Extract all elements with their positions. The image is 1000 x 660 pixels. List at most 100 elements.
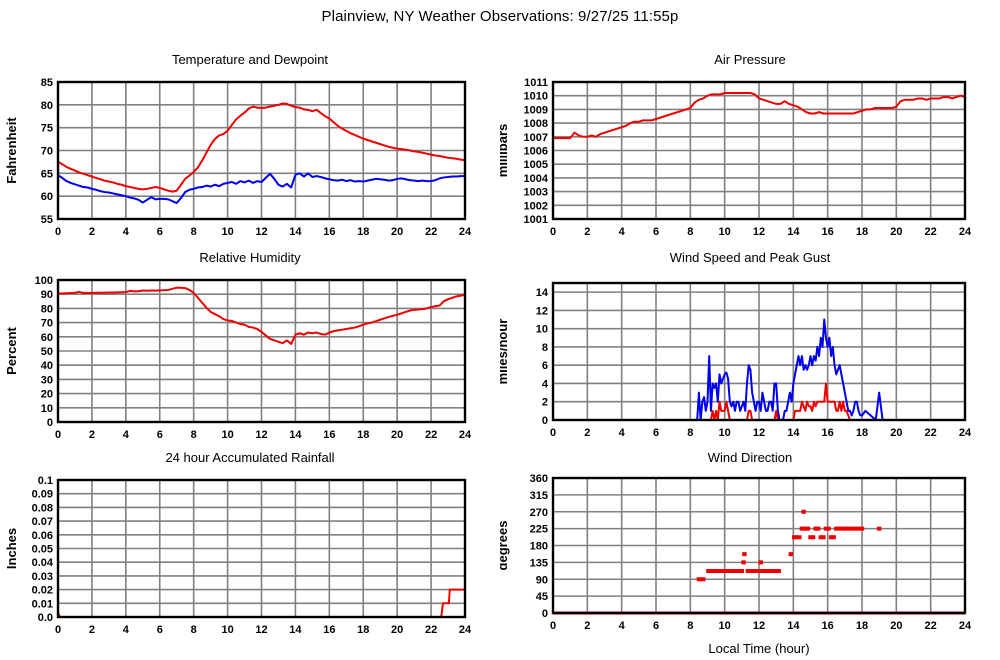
data-point	[776, 569, 781, 573]
data-point	[842, 526, 848, 531]
y-tick-label: 4	[542, 378, 549, 390]
data-point	[765, 569, 770, 573]
plot-frame	[56, 278, 467, 424]
y-tick-label: 70	[41, 318, 53, 330]
y-tick-label: 50	[41, 346, 53, 358]
x-tick-label: 12	[255, 226, 267, 238]
x-axis-title: Local Time (hour)	[708, 641, 809, 656]
x-tick-label: 0	[55, 624, 61, 636]
x-tick-label: 22	[925, 620, 937, 632]
data-point	[813, 526, 818, 531]
page-title: Plainview, NY Weather Observations: 9/27…	[321, 8, 679, 25]
data-point	[797, 535, 802, 540]
x-tick-label: 16	[822, 620, 834, 632]
x-tick-label: 20	[890, 620, 902, 632]
data-point	[753, 569, 758, 573]
plot-frame	[551, 476, 967, 615]
x-tick-label: 16	[323, 429, 335, 441]
y-tick-label: 10	[41, 403, 53, 415]
data-point	[803, 526, 808, 531]
x-tick-label: 12	[753, 226, 765, 238]
data-point	[788, 552, 793, 557]
x-tick-label: 2	[89, 429, 95, 441]
chart-title-accumulated-rainfall: 24 hour Accumulated Rainfall	[165, 450, 335, 465]
x-tick-label: 18	[856, 226, 868, 238]
chart-svg-accumulated-rainfall: 0.0 0.010.02 0.03 0.040.05 0.06 0.07 0.080.09 0…	[4, 475, 472, 636]
data-point	[732, 569, 738, 573]
x-tick-label: 20	[391, 429, 403, 441]
x-tick-label: 24	[959, 427, 972, 439]
data-point	[741, 560, 746, 565]
x-tick-label: 16	[323, 624, 335, 636]
chart-svg-air-pressure: 1001100210031004100510061007100810091010…	[500, 77, 972, 238]
chart-panel-relative-humidity: Relative Humidity 0 10 20 30 40 50 60 70 80 90 100…	[0, 250, 500, 445]
x-tick-label: 24	[459, 429, 472, 441]
data-point	[794, 535, 799, 540]
data-point	[758, 560, 763, 565]
y-tick-label: 45	[536, 591, 548, 603]
y-tick-label: 0.07	[32, 516, 53, 528]
y-tick-label: 135	[530, 557, 548, 569]
y-tick-label: 0.04	[32, 557, 54, 569]
chart-title-wind-speed-gust: Wind Speed and Peak Gust	[669, 250, 831, 265]
y-tick-label: 0.06	[32, 530, 53, 542]
y-axis-title: millibars	[500, 124, 510, 177]
x-tick-label: 4	[123, 624, 130, 636]
x-tick-label: 20	[890, 226, 902, 238]
data-point	[708, 569, 714, 573]
y-tick-label: 10	[536, 324, 548, 336]
chart-title-air-pressure: Air Pressure	[714, 52, 786, 67]
y-tick-label: 20	[41, 389, 53, 401]
x-tick-label: 2	[584, 427, 590, 439]
y-tick-label: 1010	[524, 91, 548, 103]
y-tick-label: 8	[542, 342, 548, 354]
x-tick-label: 16	[323, 226, 335, 238]
chart-title-relative-humidity: Relative Humidity	[199, 250, 301, 265]
data-point	[749, 569, 755, 573]
data-point	[846, 526, 851, 531]
data-point	[716, 569, 721, 573]
y-tick-label: 14	[536, 287, 549, 299]
x-tick-label: 8	[687, 620, 693, 632]
data-point	[771, 569, 776, 573]
plot-frame	[551, 281, 967, 422]
y-tick-label: 1003	[524, 187, 548, 199]
y-tick-label: 225	[530, 524, 548, 536]
x-tick-label: 22	[425, 226, 437, 238]
x-tick-label: 14	[289, 226, 302, 238]
data-point	[852, 526, 858, 531]
x-tick-label: 6	[653, 620, 659, 632]
y-tick-label: 90	[536, 574, 548, 586]
data-point	[762, 569, 768, 573]
x-tick-label: 12	[753, 427, 765, 439]
data-point	[713, 569, 719, 573]
data-point	[742, 552, 747, 557]
data-point	[760, 569, 765, 573]
data-point	[831, 535, 836, 540]
x-tick-label: 12	[255, 429, 267, 441]
x-tick-label: 0	[55, 429, 61, 441]
x-tick-label: 18	[856, 620, 868, 632]
y-tick-label: 180	[530, 541, 548, 553]
x-tick-label: 10	[719, 620, 731, 632]
x-tick-label: 20	[391, 624, 403, 636]
x-tick-label: 18	[357, 624, 369, 636]
x-tick-label: 14	[787, 620, 800, 632]
data-point	[706, 569, 711, 573]
x-tick-label: 10	[719, 226, 731, 238]
y-tick-label: 270	[530, 507, 548, 519]
y-tick-label: 1007	[524, 132, 548, 144]
y-tick-label: 40	[41, 360, 53, 372]
y-tick-label: 0.01	[32, 598, 53, 610]
x-tick-label: 8	[687, 226, 693, 238]
data-point	[725, 569, 731, 573]
x-tick-label: 14	[787, 226, 800, 238]
x-tick-label: 16	[822, 427, 834, 439]
y-tick-label: 2	[542, 397, 548, 409]
x-tick-label: 4	[619, 620, 626, 632]
data-point	[719, 569, 725, 573]
x-tick-label: 14	[289, 429, 302, 441]
series-line	[57, 102, 466, 193]
x-tick-label: 18	[357, 226, 369, 238]
x-tick-label: 2	[584, 226, 590, 238]
